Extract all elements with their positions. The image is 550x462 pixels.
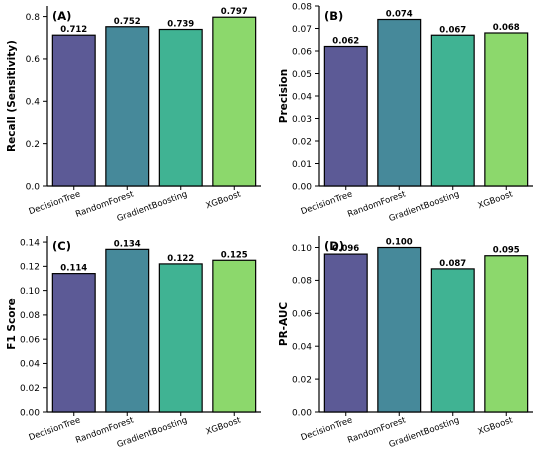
panel-label: (C) xyxy=(52,239,71,253)
y-tick-label: 0.08 xyxy=(292,277,312,287)
panel-label: (A) xyxy=(52,9,71,23)
panel-b: 0.00 0.01 0.02 0.03 0.04 0.05 0.06 0.07 0.08 0.06… xyxy=(278,2,533,224)
y-tick-label: 0.10 xyxy=(20,287,40,297)
y-axis-title: F1 Score xyxy=(6,298,18,349)
bar-xgboost xyxy=(484,255,529,413)
y-tick-label: 0.05 xyxy=(292,70,312,80)
y-tick-label: 0.06 xyxy=(292,47,312,57)
x-tick-label: DecisionTree xyxy=(300,415,354,443)
panel-label: (D) xyxy=(324,239,344,253)
y-tick-label: 0.06 xyxy=(292,310,312,320)
bar-xgboost xyxy=(212,259,257,413)
value-label: 0.067 xyxy=(439,25,466,35)
value-label: 0.122 xyxy=(167,254,194,264)
y-tick-label: 0.03 xyxy=(292,115,312,125)
bar-gradientboosting xyxy=(158,28,203,187)
y-tick-label: 0.08 xyxy=(20,311,40,321)
y-tick-label: 0.00 xyxy=(20,408,40,418)
x-tick-label: DecisionTree xyxy=(28,415,82,443)
bar-xgboost xyxy=(212,16,257,187)
y-tick-label: 0.07 xyxy=(292,25,312,35)
bar-randomforest xyxy=(377,246,422,413)
bar-xgboost xyxy=(484,32,529,187)
value-label: 0.712 xyxy=(60,25,87,35)
x-tick-label: XGBoost xyxy=(477,415,515,437)
value-label: 0.062 xyxy=(332,37,359,47)
y-tick-label: 0.04 xyxy=(292,343,312,353)
y-axis-title: PR-AUC xyxy=(278,302,290,346)
bar-randomforest xyxy=(105,248,150,413)
value-label: 0.797 xyxy=(221,7,248,17)
value-label: 0.068 xyxy=(493,23,520,33)
bar-gradientboosting xyxy=(430,268,475,413)
y-tick-label: 0.01 xyxy=(292,160,312,170)
x-tick-label: XGBoost xyxy=(205,415,243,437)
y-tick-label: 0.6 xyxy=(26,55,41,65)
y-tick-label: 0.14 xyxy=(20,238,40,248)
x-tick-label: XGBoost xyxy=(477,189,515,211)
value-label: 0.125 xyxy=(221,250,248,260)
y-tick-label: 0.10 xyxy=(292,244,312,254)
y-tick-label: 0.04 xyxy=(20,360,40,370)
bar-randomforest xyxy=(377,18,422,187)
value-label: 0.114 xyxy=(60,264,87,274)
bar-decisiontree xyxy=(51,34,96,187)
bar-decisiontree xyxy=(323,253,368,413)
panel-d: 0.00 0.02 0.04 0.06 0.08 0.10 0.096 DecisionTre… xyxy=(278,236,533,450)
value-label: 0.100 xyxy=(386,238,413,248)
y-tick-label: 0.4 xyxy=(26,98,41,108)
value-label: 0.134 xyxy=(114,239,141,249)
y-tick-label: 0.2 xyxy=(26,140,40,150)
y-axis-title: Recall (Sensitivity) xyxy=(6,40,18,152)
y-tick-label: 0.06 xyxy=(20,335,40,345)
bar-decisiontree xyxy=(323,45,368,187)
y-tick-label: 0.00 xyxy=(292,182,312,192)
y-tick-label: 0.02 xyxy=(20,384,40,394)
y-tick-label: 0.8 xyxy=(26,13,41,23)
bar-randomforest xyxy=(105,26,150,187)
value-label: 0.739 xyxy=(167,20,194,30)
value-label: 0.095 xyxy=(493,246,520,256)
y-tick-label: 0.08 xyxy=(292,2,312,12)
bar-gradientboosting xyxy=(430,34,475,187)
y-tick-label: 0.02 xyxy=(292,375,312,385)
value-label: 0.752 xyxy=(114,17,141,27)
bar-gradientboosting xyxy=(158,263,203,413)
value-label: 0.074 xyxy=(386,10,413,20)
panel-label: (B) xyxy=(324,9,343,23)
panel-c: 0.00 0.02 0.04 0.06 0.08 0.10 0.12 0.14 0.114 Dec… xyxy=(6,236,261,450)
y-tick-label: 0.00 xyxy=(292,408,312,418)
value-label: 0.096 xyxy=(332,244,359,254)
y-tick-label: 0.0 xyxy=(26,182,41,192)
value-label: 0.087 xyxy=(439,259,466,269)
x-tick-label: DecisionTree xyxy=(28,189,82,217)
y-axis-title: Precision xyxy=(278,69,290,123)
x-tick-label: DecisionTree xyxy=(300,189,354,217)
y-tick-label: 0.12 xyxy=(20,263,40,273)
panel-a: 0.00.20.40.60.80.712DecisionTree0.752Ran… xyxy=(6,6,261,224)
y-tick-label: 0.04 xyxy=(292,92,312,102)
bar-decisiontree xyxy=(51,273,96,413)
x-tick-label: XGBoost xyxy=(205,189,243,211)
y-tick-label: 0.02 xyxy=(292,137,312,147)
